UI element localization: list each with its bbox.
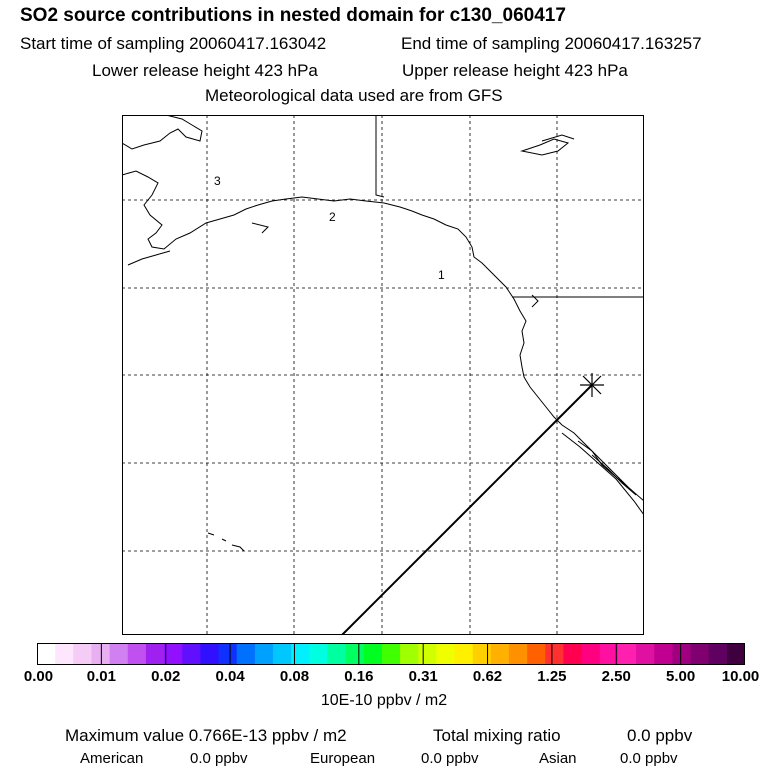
colorbar-cell: [291, 643, 310, 665]
colorbar-cell: [617, 643, 637, 665]
colorbar-tick-label: 0.02: [151, 668, 181, 685]
colorbar-cell: [91, 643, 111, 665]
colorbar-cell: [672, 643, 692, 665]
colorbar-cell: [164, 643, 183, 665]
colorbar-cell: [454, 643, 474, 665]
end-time: End time of sampling 20060417.163257: [401, 34, 702, 53]
colorbar-cell: [182, 643, 201, 665]
colorbar-tick-label: 0.16: [344, 668, 374, 685]
colorbar-cell: [400, 643, 419, 665]
trajectory-label-2: 2: [329, 210, 336, 224]
colorbar-cell: [472, 643, 492, 665]
colorbar-cell: [436, 643, 456, 665]
asian-value: 0.0 ppbv: [620, 750, 678, 767]
colorbar-cell: [545, 643, 565, 665]
colorbar-cell: [73, 643, 93, 665]
colorbar-cell: [563, 643, 583, 665]
colorbar-tick-label: 0.01: [86, 668, 116, 685]
colorbar-tick-label: 0.00: [23, 668, 54, 685]
colorbar-cell: [690, 643, 710, 665]
colorbar-cell: [418, 643, 437, 665]
colorbar-cell: [363, 643, 383, 665]
colorbar-tick-label: 0.08: [279, 668, 310, 685]
colorbar-cell: [599, 643, 619, 665]
colorbar-cell: [381, 643, 401, 665]
maximum-value: Maximum value 0.766E-13 ppbv / m2: [65, 726, 347, 745]
colorbar-cell: [37, 643, 56, 665]
colorbar-cell: [273, 643, 292, 665]
release-site-marker: [580, 373, 604, 397]
colorbar-cell: [127, 643, 147, 665]
grid-lines: [122, 115, 644, 635]
colorbar-tick-label: 1.25: [537, 668, 567, 685]
colorbar-cell: [236, 643, 256, 665]
colorbar-cell: [109, 643, 129, 665]
european-value: 0.0 ppbv: [421, 750, 479, 767]
met-data-source: Meteorological data used are from GFS: [205, 86, 503, 105]
colorbar-cell: [309, 643, 329, 665]
political-boundaries: [375, 115, 644, 298]
colorbar-tick-label: 0.31: [408, 668, 438, 685]
asian-label: Asian: [539, 750, 577, 767]
colorbar-tick-label: 2.50: [601, 668, 631, 685]
page-title: SO2 source contributions in nested domai…: [20, 5, 566, 26]
colorbar-tick-label: 10.00: [721, 668, 760, 685]
coastlines: [122, 115, 644, 552]
upper-release-height: Upper release height 423 hPa: [402, 61, 628, 80]
trajectory-label-3: 3: [214, 174, 221, 188]
colorbar-cell: [527, 643, 546, 665]
map-panel: 1 2 3: [122, 115, 644, 635]
colorbar-units: 10E-10 ppbv / m2: [320, 692, 448, 709]
american-value: 0.0 ppbv: [190, 750, 248, 767]
colorbar-cell: [726, 643, 745, 665]
colorbar-cell: [581, 643, 601, 665]
european-label: European: [310, 750, 376, 767]
colorbar: [37, 643, 745, 665]
colorbar-cell: [254, 643, 274, 665]
colorbar-tick-label: 5.00: [666, 668, 696, 685]
colorbar-tick-label: 0.04: [215, 668, 245, 685]
colorbar-cell: [200, 643, 220, 665]
colorbar-cell: [708, 643, 728, 665]
colorbar-frame: [37, 643, 745, 665]
colorbar-cell: [490, 643, 510, 665]
colorbar-cell: [327, 643, 347, 665]
total-mixing-ratio-label: Total mixing ratio: [433, 726, 561, 745]
lower-release-height: Lower release height 423 hPa: [92, 61, 318, 80]
colorbar-cell: [218, 643, 238, 665]
colorbar-tick-label: 0.62: [472, 668, 503, 685]
colorbar-cell: [636, 643, 655, 665]
start-time: Start time of sampling 20060417.163042: [20, 34, 327, 53]
colorbar-cell: [345, 643, 365, 665]
colorbar-cell: [55, 643, 74, 665]
trajectory-label-1: 1: [438, 268, 445, 282]
colorbar-cell: [654, 643, 673, 665]
american-label: American: [80, 750, 144, 767]
colorbar-cell: [509, 643, 528, 665]
plume-trajectory: [341, 384, 593, 635]
colorbar-cell: [145, 643, 165, 665]
total-mixing-ratio-value: 0.0 ppbv: [627, 726, 693, 745]
